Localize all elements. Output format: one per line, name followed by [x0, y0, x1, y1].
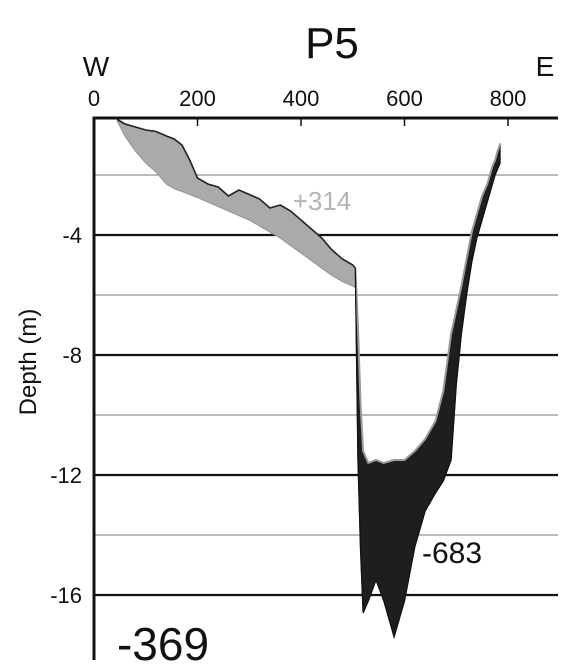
x-tick-label: 400 [283, 86, 320, 111]
accretion-bottom-profile [116, 120, 356, 289]
west-label: W [83, 51, 110, 82]
erosion-top-profile [354, 143, 502, 465]
chart-title: P5 [305, 19, 359, 68]
y-tick-label: -16 [50, 583, 82, 608]
y-tick-label: -12 [50, 463, 82, 488]
y-axis-label: Depth (m) [15, 309, 42, 416]
accretion-top-profile [116, 118, 356, 269]
axes [92, 116, 558, 660]
x-tick-label: 600 [386, 86, 423, 111]
series-areas [116, 118, 502, 640]
corner-value-label: -369 [117, 618, 209, 670]
east-label: E [536, 51, 555, 82]
accretion-annotation: +314 [293, 186, 352, 216]
erosion-annotation: -683 [422, 537, 482, 570]
y-tick-label: -8 [62, 343, 82, 368]
y-tick-label: -4 [62, 223, 82, 248]
erosion-bottom-profile [354, 162, 501, 640]
tick-labels: 0 200 400 600 800 -4 -8 -12 -16 [50, 86, 526, 608]
x-tick-label: 800 [490, 86, 527, 111]
x-tick-label: 0 [88, 86, 100, 111]
gridlines [94, 174, 558, 597]
x-tick-label: 200 [179, 86, 216, 111]
